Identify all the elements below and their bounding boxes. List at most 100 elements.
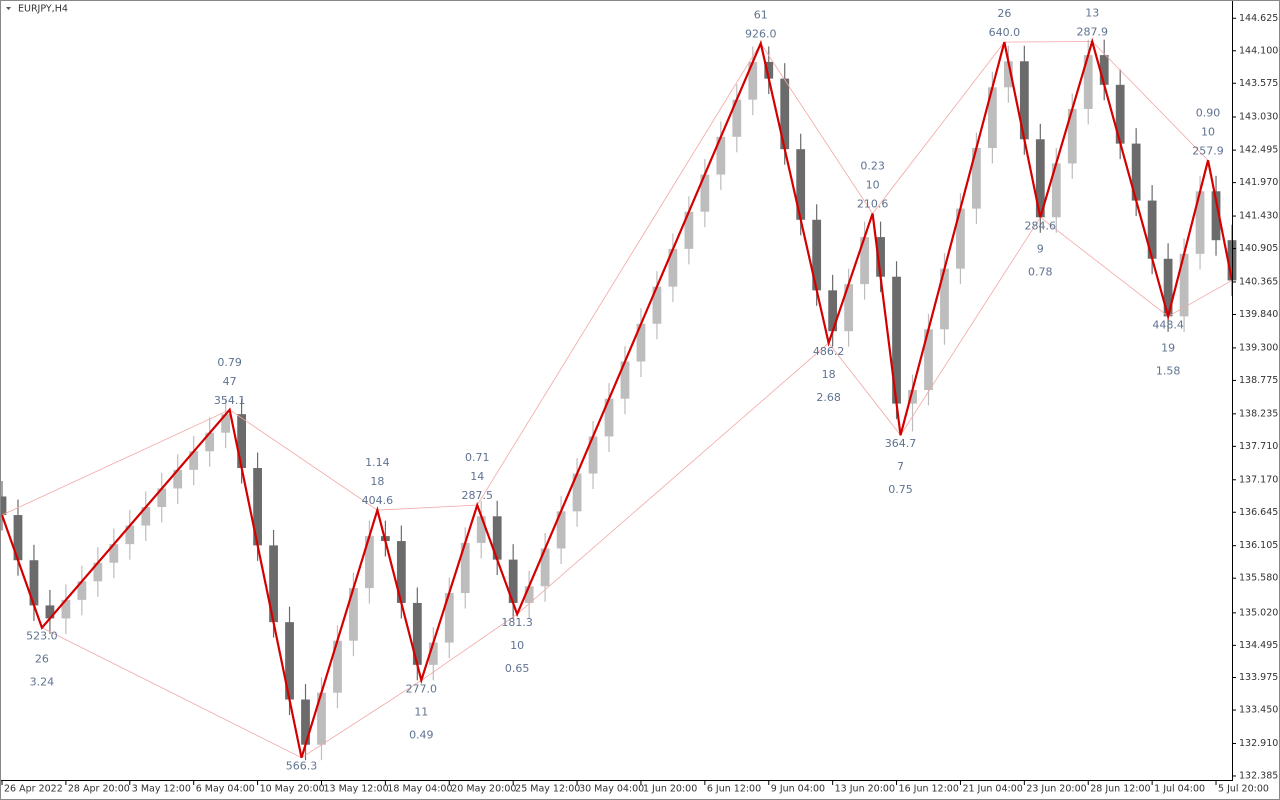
candle-body <box>668 248 678 287</box>
candle-body <box>412 602 422 665</box>
candle-body <box>77 581 87 600</box>
candle-body <box>844 284 854 332</box>
candle-body <box>333 640 342 693</box>
y-tick-label: 139.300 <box>1239 342 1278 353</box>
x-tick-label: 20 May 20:00 <box>451 784 516 795</box>
candle-body <box>1067 108 1077 164</box>
candle-body <box>524 586 534 603</box>
y-tick-label: 144.100 <box>1239 45 1278 56</box>
candle-body <box>1163 258 1173 317</box>
candle-body <box>620 361 630 399</box>
candle-body <box>428 642 438 665</box>
y-tick-label: 144.625 <box>1239 13 1278 24</box>
x-tick-label: 1 Jun 20:00 <box>643 784 697 795</box>
pivot-label: 7 <box>897 460 904 473</box>
y-tick-label: 136.105 <box>1239 540 1278 551</box>
candle-body <box>604 398 614 437</box>
x-tick-label: 6 Jun 12:00 <box>707 784 761 795</box>
candle-body <box>221 414 231 433</box>
candle-body <box>189 451 199 470</box>
x-tick-label: 18 May 04:00 <box>387 784 452 795</box>
pivot-label: 640.0 <box>989 26 1021 39</box>
pivot-label: 0.75 <box>888 483 913 496</box>
x-tick-label: 9 Jun 04:00 <box>771 784 825 795</box>
candle-body <box>125 525 135 545</box>
candle-body <box>1211 191 1221 241</box>
y-tick-label: 138.235 <box>1239 408 1278 419</box>
pivot-label: 26 <box>35 653 49 666</box>
candle-body <box>1115 84 1125 144</box>
zigzag-line <box>0 37 1234 759</box>
candle-body <box>205 432 215 452</box>
pivot-label: 9 <box>1037 242 1044 255</box>
candle-body <box>636 323 646 362</box>
pivot-label: 47 <box>223 375 237 388</box>
candle-body <box>796 149 806 220</box>
y-tick-label: 141.430 <box>1239 211 1278 222</box>
candle-body <box>1099 55 1109 85</box>
y-tick-label: 137.170 <box>1239 474 1278 485</box>
pivot-label: 0.71 <box>465 451 490 464</box>
candle-body <box>1179 253 1189 317</box>
pivot-label: 13 <box>1085 6 1099 19</box>
pivot-label: 2.68 <box>816 391 841 404</box>
candle-body <box>45 605 55 619</box>
pivot-label: 18 <box>822 368 836 381</box>
pivot-label: 257.9 <box>1192 144 1224 157</box>
candle-body <box>508 559 518 603</box>
candle-body <box>93 562 103 582</box>
candle-body <box>1003 61 1013 88</box>
candle-body <box>365 536 374 589</box>
plot-area <box>0 37 1237 761</box>
candle-body <box>253 468 262 546</box>
y-tick-label: 136.645 <box>1239 507 1278 518</box>
candle-body <box>956 208 965 269</box>
candle-body <box>0 496 7 516</box>
candle-body <box>1035 139 1045 218</box>
x-tick-label: 26 Apr 2022 <box>4 784 63 795</box>
x-tick-label: 23 Jun 20:00 <box>1026 784 1086 795</box>
pivot-label: 210.6 <box>857 198 889 211</box>
candle-body <box>924 329 933 390</box>
pivot-label: 10 <box>1201 125 1215 138</box>
y-tick-label: 143.030 <box>1239 112 1278 123</box>
candle-body <box>764 61 774 79</box>
symbol-label: EURJPY,H4 <box>18 4 68 15</box>
candle-body <box>908 390 917 404</box>
pivot-label: 14 <box>470 470 484 483</box>
pivot-label: 287.5 <box>461 489 493 502</box>
pivot-label: 284.6 <box>1025 219 1057 232</box>
pivot-label: 0.23 <box>860 160 885 173</box>
symbol-menu-icon[interactable] <box>6 7 11 10</box>
candle-body <box>556 511 566 549</box>
candle-body <box>61 599 71 619</box>
pivot-label: 364.7 <box>885 437 917 450</box>
candle-body <box>173 469 183 489</box>
pivot-label: 354.1 <box>214 394 246 407</box>
candle-body <box>684 211 694 249</box>
candle-body <box>748 61 758 100</box>
candle-body <box>892 276 901 404</box>
candle-body <box>1083 55 1093 109</box>
x-tick-label: 16 Jun 12:00 <box>899 784 959 795</box>
x-tick-label: 21 Jun 04:00 <box>962 784 1022 795</box>
candle-body <box>29 560 39 606</box>
candle-body <box>476 516 486 543</box>
pivot-label: 523.0 <box>26 630 58 643</box>
y-tick-label: 133.975 <box>1239 672 1278 683</box>
candle-body <box>540 548 550 587</box>
pivot-label: 0.78 <box>1028 265 1053 278</box>
candle-body <box>940 268 949 330</box>
candle-body <box>716 136 726 175</box>
candle-body <box>301 699 310 745</box>
candle-body <box>876 237 885 277</box>
candle-body <box>349 588 358 641</box>
x-tick-label: 3 May 12:00 <box>132 784 191 795</box>
x-tick-label: 28 Jun 12:00 <box>1090 784 1150 795</box>
y-tick-label: 133.450 <box>1239 705 1278 716</box>
pivot-label: 181.3 <box>501 616 533 629</box>
pivot-label: 0.49 <box>409 728 434 741</box>
y-tick-label: 142.495 <box>1239 145 1278 156</box>
candle-body <box>732 99 742 137</box>
